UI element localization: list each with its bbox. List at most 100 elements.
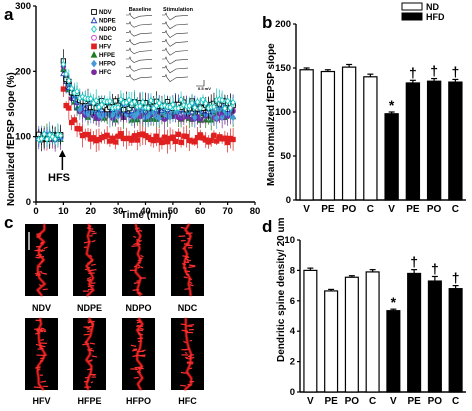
- data-point: [129, 137, 135, 143]
- dendritic-spine: [189, 357, 195, 359]
- dendritic-spine: [183, 276, 188, 279]
- bar-nd-pe: [320, 70, 336, 201]
- dendritic-spine: [35, 248, 41, 252]
- dendritic-spine: [181, 329, 189, 332]
- data-point: [227, 104, 234, 112]
- dendritic-spine: [35, 256, 40, 259]
- dendritic-spine: [89, 230, 96, 233]
- data-point: [214, 138, 220, 144]
- data-point: [46, 131, 53, 139]
- panel-c-micrographs: NDV NDPE NDPO NDC HFV HFPE HFPO HFC: [25, 223, 204, 406]
- bar-hfd-c: [448, 288, 463, 393]
- data-point: [41, 130, 47, 138]
- dendritic-spine: [40, 380, 47, 383]
- data-point: [208, 137, 214, 144]
- dendritic-spine: [86, 278, 92, 281]
- data-point: [112, 139, 119, 145]
- legend-label-ndpo: NDPO: [99, 27, 117, 33]
- data-point: [194, 134, 201, 141]
- dendritic-spine: [185, 273, 190, 276]
- significance-dagger: †: [430, 63, 438, 79]
- panel-b-legend: ND HFD: [401, 2, 445, 22]
- dendritic-spine: [33, 386, 41, 389]
- dendritic-spine: [39, 346, 44, 350]
- data-point: [134, 137, 140, 143]
- panel-a-xtick-label: 0: [33, 206, 38, 217]
- dendritic-spine: [186, 259, 192, 262]
- micrograph-label-ndc: NDC: [178, 303, 198, 313]
- dendritic-spine: [137, 266, 141, 269]
- data-point: [118, 131, 124, 137]
- data-point: [60, 86, 67, 92]
- legend-marker-hfpe: [90, 51, 98, 58]
- dendritic-spine: [186, 372, 189, 375]
- dendritic-spine: [182, 247, 186, 250]
- bar-hfd-v: [384, 113, 399, 201]
- dendritic-spine: [184, 270, 191, 273]
- data-point: [148, 96, 154, 105]
- panel-b-ylabel: Mean normalized fEPSP slope: [266, 43, 277, 186]
- panel-a-xtick-label: 40: [140, 206, 151, 217]
- fepsp-trace: [162, 38, 189, 47]
- category-label: PE: [321, 204, 335, 215]
- dendritic-spine: [135, 243, 141, 246]
- panel-b-bar-chart: Mean normalized fEPSP slope 0 50 100 150 200…: [266, 2, 466, 215]
- micrograph-background: [171, 318, 204, 390]
- panel-a-xtick-label: 30: [113, 206, 124, 217]
- dendritic-spine: [137, 328, 144, 332]
- dendritic-spine: [89, 284, 95, 287]
- panel-a-xtick-label: 60: [195, 206, 206, 217]
- dendritic-spine: [84, 341, 88, 344]
- panel-a-xtick-label: 50: [168, 206, 179, 217]
- panel-d-ytick-label: 10: [284, 235, 295, 246]
- micrograph-label-hfpe: HFPE: [77, 396, 101, 406]
- data-point: [66, 77, 72, 85]
- dendritic-spine: [131, 349, 138, 352]
- significance-dagger: †: [451, 63, 459, 79]
- dendritic-spine: [189, 367, 193, 370]
- fepsp-trace: [162, 65, 189, 74]
- bar-nd-v: [299, 69, 314, 201]
- category-label: PO: [428, 396, 443, 407]
- fepsp-trace: [126, 21, 153, 28]
- dendritic-spine: [188, 324, 195, 327]
- micrograph-label-ndpo: NDPO: [125, 303, 151, 313]
- dendritic-spine: [140, 254, 144, 258]
- dendritic-spine: [83, 326, 90, 329]
- data-point: [156, 99, 162, 107]
- significance-dagger: †: [410, 254, 418, 270]
- dendritic-spine: [140, 266, 144, 269]
- hfs-annotation: HFS: [48, 150, 70, 184]
- data-point: [151, 137, 157, 144]
- dendritic-spine: [37, 273, 41, 277]
- significance-dagger: †: [431, 260, 439, 276]
- panel-a-xtick-label: 20: [85, 206, 96, 217]
- dendrite: [182, 223, 192, 297]
- data-point: [224, 97, 231, 105]
- inset-scale-label: 0.5 mV: [198, 86, 211, 91]
- legend-swatch-nd: [401, 2, 423, 11]
- data-point: [181, 101, 187, 109]
- data-point: [197, 132, 203, 138]
- dendritic-spine: [89, 347, 93, 351]
- dendritic-spine: [132, 289, 140, 291]
- significance-star: *: [391, 294, 397, 310]
- dendrite: [135, 317, 144, 391]
- dendritic-spine: [188, 265, 196, 268]
- dendritic-spine: [180, 323, 186, 326]
- dendritic-spine: [138, 261, 141, 264]
- data-point: [161, 102, 168, 110]
- panel-a-ylabel: Normalized fEPSP slope (%): [6, 72, 17, 206]
- data-point: [118, 95, 124, 104]
- dendritic-spine: [138, 229, 143, 232]
- dendritic-spine: [87, 276, 92, 280]
- panel-a-xtick-label: 10: [58, 206, 69, 217]
- data-point: [230, 113, 236, 122]
- dendritic-spine: [91, 232, 97, 235]
- dendritic-spine: [134, 227, 140, 230]
- dendritic-spine: [186, 244, 193, 247]
- category-label: PO: [345, 396, 360, 407]
- data-point: [192, 113, 198, 122]
- panel-letter-b: b: [262, 13, 272, 32]
- dendritic-spine: [184, 288, 190, 290]
